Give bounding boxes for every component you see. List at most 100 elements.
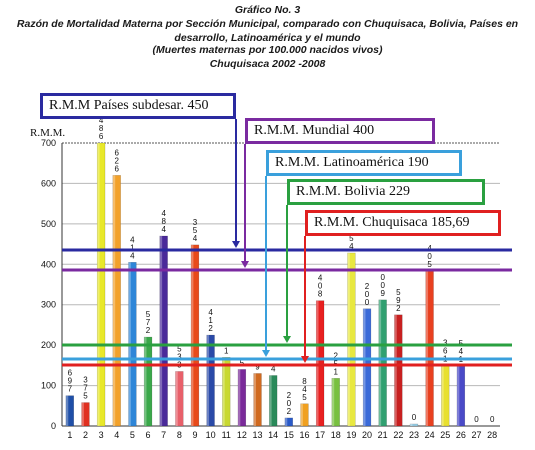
bar-highlight	[441, 365, 444, 426]
bar-highlight	[347, 252, 350, 426]
bar-highlight	[456, 366, 460, 426]
chart-subtitle-units: (Muertes maternas por 100.000 nacidos vi…	[152, 44, 383, 56]
y-axis-label: R.M.M.	[30, 127, 65, 139]
bar	[112, 175, 121, 427]
y-tick-label: 100	[41, 381, 56, 391]
bar-highlight	[378, 299, 382, 426]
bar	[65, 395, 74, 427]
connector-arrowhead	[301, 356, 309, 363]
bar-highlight	[253, 373, 256, 426]
bar-highlight	[237, 369, 241, 426]
bar-highlight	[269, 375, 272, 426]
bar-highlight	[144, 337, 147, 426]
y-tick-label: 0	[51, 421, 56, 431]
bar	[269, 375, 278, 427]
data-label: 405	[427, 244, 432, 269]
data-label: 1	[224, 346, 229, 355]
bar	[96, 142, 106, 427]
data-label: 0	[474, 415, 479, 424]
x-tick-label: 22	[393, 430, 403, 440]
chart-subtitle-period: Chuquisaca 2002 -2008	[209, 58, 326, 70]
y-tick-label: 300	[41, 300, 56, 310]
x-tick-label: 24	[425, 430, 435, 440]
x-tick-label: 21	[378, 430, 388, 440]
y-tick-label: 400	[41, 259, 56, 269]
data-label: 9	[255, 362, 260, 371]
y-tick-label: 600	[41, 178, 56, 188]
bar-highlight	[316, 300, 319, 426]
x-tick-label: 14	[268, 430, 278, 440]
bar-highlight	[425, 271, 429, 426]
connector-arrowhead	[283, 336, 291, 343]
ref-box-bolivia: R.M.M. Bolivia 229	[287, 179, 485, 205]
bar-highlight	[191, 244, 194, 426]
data-label: 5	[240, 358, 245, 367]
bar	[237, 369, 247, 427]
bar	[378, 299, 387, 427]
x-tick-label: 18	[331, 430, 341, 440]
x-tick-label: 13	[253, 430, 263, 440]
x-tick-label: 16	[299, 430, 309, 440]
chart-title-number: Gráfico No. 3	[234, 4, 301, 16]
data-label: 0	[490, 415, 495, 424]
bar-highlight	[363, 308, 366, 426]
x-tick-label: 7	[161, 430, 166, 440]
bar	[300, 403, 309, 427]
data-label: 4	[271, 364, 276, 373]
connector-arrowhead	[232, 241, 240, 248]
bar	[394, 314, 403, 427]
bar-highlight	[159, 235, 163, 426]
bar-highlight	[97, 143, 100, 426]
x-tick-label: 17	[315, 430, 325, 440]
ref-box-latinoamerica: R.M.M. Latinoamérica 190	[266, 150, 462, 176]
bar-highlight	[222, 357, 225, 426]
connector-arrowhead	[241, 261, 249, 268]
bar-highlight	[394, 314, 397, 426]
ref-box-mundial: R.M.M. Mundial 400	[245, 118, 435, 144]
bar-highlight	[300, 403, 303, 426]
x-tick-label: 3	[99, 430, 104, 440]
bar	[284, 417, 293, 427]
bar-highlight	[65, 395, 69, 426]
bar	[143, 336, 153, 427]
chart-title: Razón de Mortalidad Materna por Sección …	[16, 18, 519, 44]
bar	[222, 357, 231, 427]
bar	[175, 371, 184, 427]
bar	[81, 402, 90, 427]
x-tick-label: 1	[67, 430, 72, 440]
ref-box-chuquisaca: R.M.M. Chuquisaca 185,69	[305, 210, 501, 236]
y-tick-label: 200	[41, 340, 56, 350]
x-tick-label: 28	[487, 430, 497, 440]
bar-highlight	[81, 402, 84, 426]
y-tick-label: 700	[41, 138, 56, 148]
x-tick-label: 4	[114, 430, 119, 440]
data-label: 0	[412, 413, 417, 422]
bar-highlight	[175, 371, 178, 426]
x-tick-label: 19	[346, 430, 356, 440]
bar	[347, 252, 356, 427]
bar	[315, 300, 325, 427]
bar	[331, 378, 340, 427]
x-tick-label: 23	[409, 430, 419, 440]
bar	[409, 423, 419, 427]
x-tick-label: 15	[284, 430, 294, 440]
x-tick-label: 2	[83, 430, 88, 440]
x-tick-label: 5	[130, 430, 135, 440]
bar	[362, 308, 372, 427]
x-tick-label: 9	[192, 430, 197, 440]
x-tick-label: 6	[146, 430, 151, 440]
x-tick-label: 26	[456, 430, 466, 440]
